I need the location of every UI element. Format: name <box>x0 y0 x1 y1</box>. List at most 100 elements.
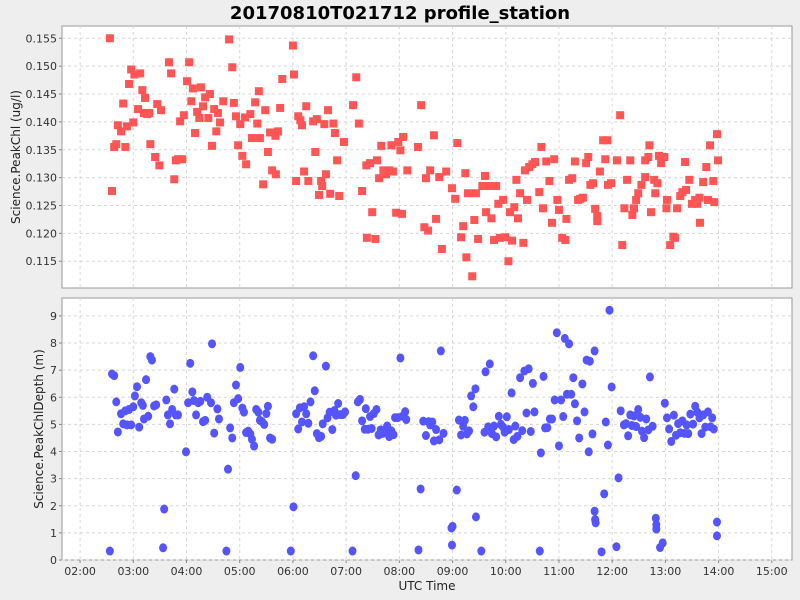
data-point-peakchldepth <box>228 433 237 443</box>
data-point-peakchl <box>499 195 508 204</box>
data-point-peakchldepth <box>297 417 306 427</box>
data-point-peakchl <box>187 97 196 106</box>
data-point-peakchl <box>375 174 384 183</box>
data-point-peakchl <box>504 257 513 266</box>
data-point-peakchldepth <box>573 416 582 426</box>
data-point-peakchldepth <box>684 429 693 439</box>
data-point-peakchl <box>712 130 721 139</box>
data-point-peakchldepth <box>222 546 231 556</box>
y-tick-label: 0.140 <box>26 116 58 129</box>
data-point-peakchl <box>660 153 669 161</box>
data-point-peakchl <box>457 233 466 242</box>
data-point-peakchl <box>531 158 540 167</box>
data-point-peakchldepth <box>652 524 661 534</box>
data-point-peakchl <box>706 141 715 150</box>
y-tick-label: 5 <box>50 418 57 431</box>
data-point-peakchl <box>146 140 155 149</box>
data-point-peakchldepth <box>697 429 706 439</box>
data-point-peakchldepth <box>294 424 303 434</box>
data-point-peakchldepth <box>186 358 195 368</box>
data-point-peakchldepth <box>113 427 122 437</box>
data-point-peakchl <box>317 176 326 185</box>
y-tick-label: 0.150 <box>26 60 58 73</box>
data-point-peakchl <box>644 153 653 161</box>
data-point-peakchl <box>208 141 217 150</box>
data-point-peakchl <box>231 112 240 121</box>
data-point-peakchldepth <box>142 375 151 385</box>
data-point-peakchl <box>432 214 441 223</box>
data-point-peakchl <box>312 115 321 124</box>
data-point-peakchldepth <box>648 421 657 431</box>
data-point-peakchl <box>535 188 544 197</box>
data-point-peakchl <box>653 179 662 188</box>
data-point-peakchl <box>354 119 363 128</box>
data-point-peakchldepth <box>236 362 245 372</box>
data-point-peakchl <box>616 111 625 120</box>
data-point-peakchl <box>388 167 397 176</box>
y-tick-label: 0 <box>50 554 57 567</box>
data-point-peakchl <box>554 205 563 214</box>
data-point-peakchldepth <box>567 389 576 399</box>
data-point-peakchl <box>138 86 147 95</box>
data-point-peakchldepth <box>588 429 597 439</box>
data-point-peakchl <box>424 226 433 235</box>
data-point-peakchl <box>397 209 406 218</box>
data-point-peakchldepth <box>640 433 649 443</box>
data-point-peakchldepth <box>597 547 606 557</box>
data-point-peakchl <box>693 199 702 208</box>
data-point-peakchldepth <box>590 506 599 516</box>
data-point-peakchl <box>470 215 479 224</box>
data-point-peakchl <box>216 118 225 127</box>
data-point-peakchl <box>229 98 238 107</box>
data-point-peakchldepth <box>147 355 156 365</box>
data-point-peakchl <box>478 181 487 190</box>
data-point-peakchldepth <box>181 447 190 457</box>
data-point-peakchldepth <box>548 414 557 424</box>
data-point-peakchl <box>417 101 426 110</box>
data-point-peakchl <box>212 127 221 136</box>
y-axis-label-peakchl: Science.PeakChl (ug/l) <box>9 90 23 224</box>
data-point-peakchldepth <box>481 367 490 377</box>
data-point-peakchl <box>463 189 472 198</box>
data-point-peakchl <box>670 233 679 242</box>
data-point-peakchl <box>105 34 114 43</box>
x-tick-label: 15:00 <box>756 565 788 578</box>
data-point-peakchl <box>703 195 712 204</box>
data-point-peakchldepth <box>317 431 326 441</box>
data-point-peakchldepth <box>105 546 114 556</box>
data-point-peakchldepth <box>435 435 444 445</box>
data-point-peakchl <box>578 193 587 202</box>
data-point-peakchl <box>296 116 305 125</box>
data-point-peakchldepth <box>127 420 136 430</box>
data-point-peakchl <box>242 160 251 169</box>
data-point-peakchl <box>377 141 386 150</box>
y-axis-label-peakchldepth: Science.PeakChlDepth (m) <box>32 349 46 509</box>
data-point-peakchldepth <box>634 404 643 414</box>
data-point-peakchldepth <box>490 421 499 431</box>
data-point-peakchl <box>170 175 179 184</box>
data-point-peakchldepth <box>439 428 448 438</box>
data-point-peakchldepth <box>166 419 175 429</box>
data-point-peakchl <box>271 131 280 140</box>
data-point-peakchl <box>254 87 263 96</box>
data-point-peakchl <box>506 208 515 217</box>
data-point-peakchldepth <box>173 410 182 420</box>
data-point-peakchldepth <box>632 422 641 432</box>
data-point-peakchldepth <box>402 415 411 425</box>
data-point-peakchldepth <box>708 413 717 423</box>
data-point-peakchldepth <box>554 441 563 451</box>
data-point-peakchldepth <box>536 448 545 458</box>
data-point-peakchl <box>662 195 671 204</box>
data-point-peakchldepth <box>401 407 410 417</box>
data-point-peakchldepth <box>318 419 327 429</box>
data-point-peakchl <box>545 176 554 185</box>
data-point-peakchl <box>185 58 194 67</box>
data-point-peakchl <box>195 113 204 122</box>
data-point-peakchl <box>314 190 323 199</box>
data-point-peakchldepth <box>522 408 531 418</box>
data-point-peakchl <box>695 218 704 227</box>
data-point-peakchl <box>510 203 519 212</box>
data-point-peakchldepth <box>160 504 169 514</box>
data-point-peakchl <box>201 93 210 102</box>
data-point-peakchl <box>289 70 298 79</box>
